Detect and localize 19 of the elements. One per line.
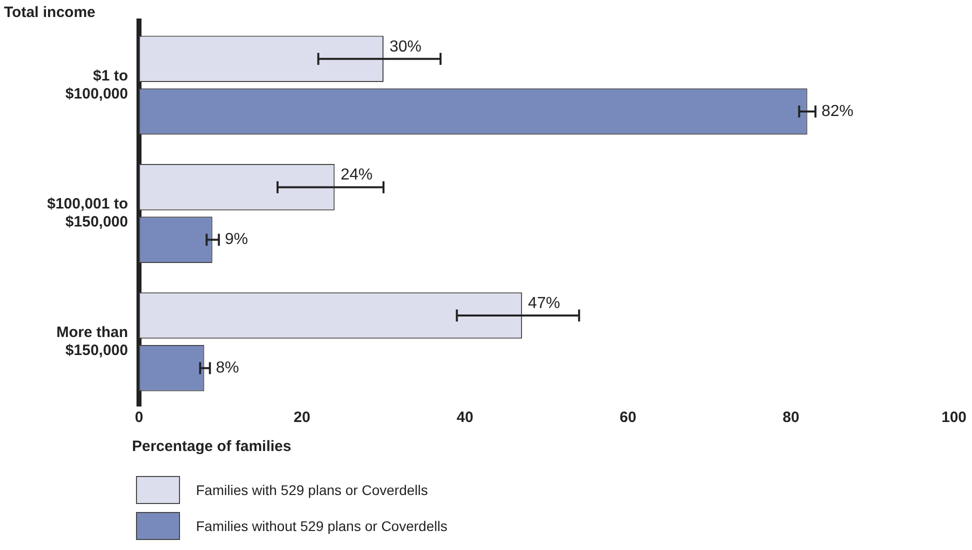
x-tick-label: 80 [782, 409, 800, 426]
data-label: 30% [390, 38, 422, 56]
data-label: 82% [821, 102, 854, 120]
data-label: 24% [340, 166, 373, 184]
x-tick-label: 100 [941, 409, 967, 426]
x-tick-label: 0 [134, 409, 144, 426]
data-label: 47% [528, 294, 560, 312]
y-tick-label: $100,001 to $150,000 [47, 196, 128, 231]
x-axis-title: Percentage of families [132, 438, 292, 455]
x-tick-label: 60 [620, 409, 636, 426]
y-tick-label: $1 to $100,000 [65, 67, 128, 102]
y-axis-title: Total income [4, 4, 96, 21]
x-tick-label: 20 [294, 409, 310, 426]
x-tick-label: 40 [456, 409, 474, 426]
data-label: 9% [224, 231, 248, 248]
legend-label: Families with 529 plans or Coverdells [196, 482, 428, 498]
data-label: 8% [216, 360, 240, 377]
legend-label: Families without 529 plans or Coverdells [196, 518, 448, 534]
y-tick-label: More than $150,000 [56, 324, 128, 359]
